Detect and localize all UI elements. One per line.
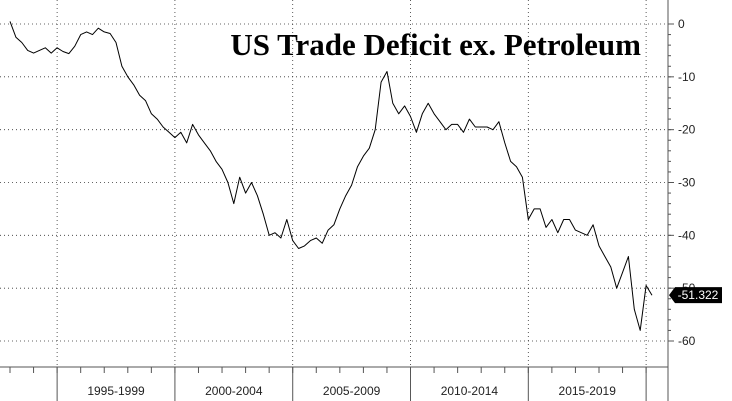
series-layer bbox=[9, 21, 653, 331]
y-axis: 0-10-20-30-40-50-60 bbox=[667, 0, 696, 401]
y-tick-label: -20 bbox=[678, 123, 696, 137]
last-value-badge bbox=[669, 287, 722, 304]
last-value-label: -51.322 bbox=[678, 288, 719, 302]
x-tick-label: 2010-2014 bbox=[441, 384, 499, 398]
x-tick-label: 1995-1999 bbox=[87, 384, 145, 398]
y-tick-label: -40 bbox=[678, 228, 696, 242]
y-tick-label: -10 bbox=[678, 70, 696, 84]
y-tick-label: -60 bbox=[678, 334, 696, 348]
x-tick-label: 2015-2019 bbox=[559, 384, 617, 398]
x-tick-label: 2000-2004 bbox=[205, 384, 263, 398]
x-axis: 1995-1999 2000-2004 2005-2009 2010-2014 2015… bbox=[0, 366, 668, 401]
last-value-marker: -51.322 bbox=[669, 287, 722, 304]
gridlines bbox=[0, 0, 668, 367]
chart-title: US Trade Deficit ex. Petroleum bbox=[230, 27, 641, 62]
series-line bbox=[9, 21, 653, 331]
y-tick-label: -30 bbox=[678, 176, 696, 190]
y-tick-label: 0 bbox=[678, 17, 685, 31]
x-tick-label: 2005-2009 bbox=[323, 384, 381, 398]
